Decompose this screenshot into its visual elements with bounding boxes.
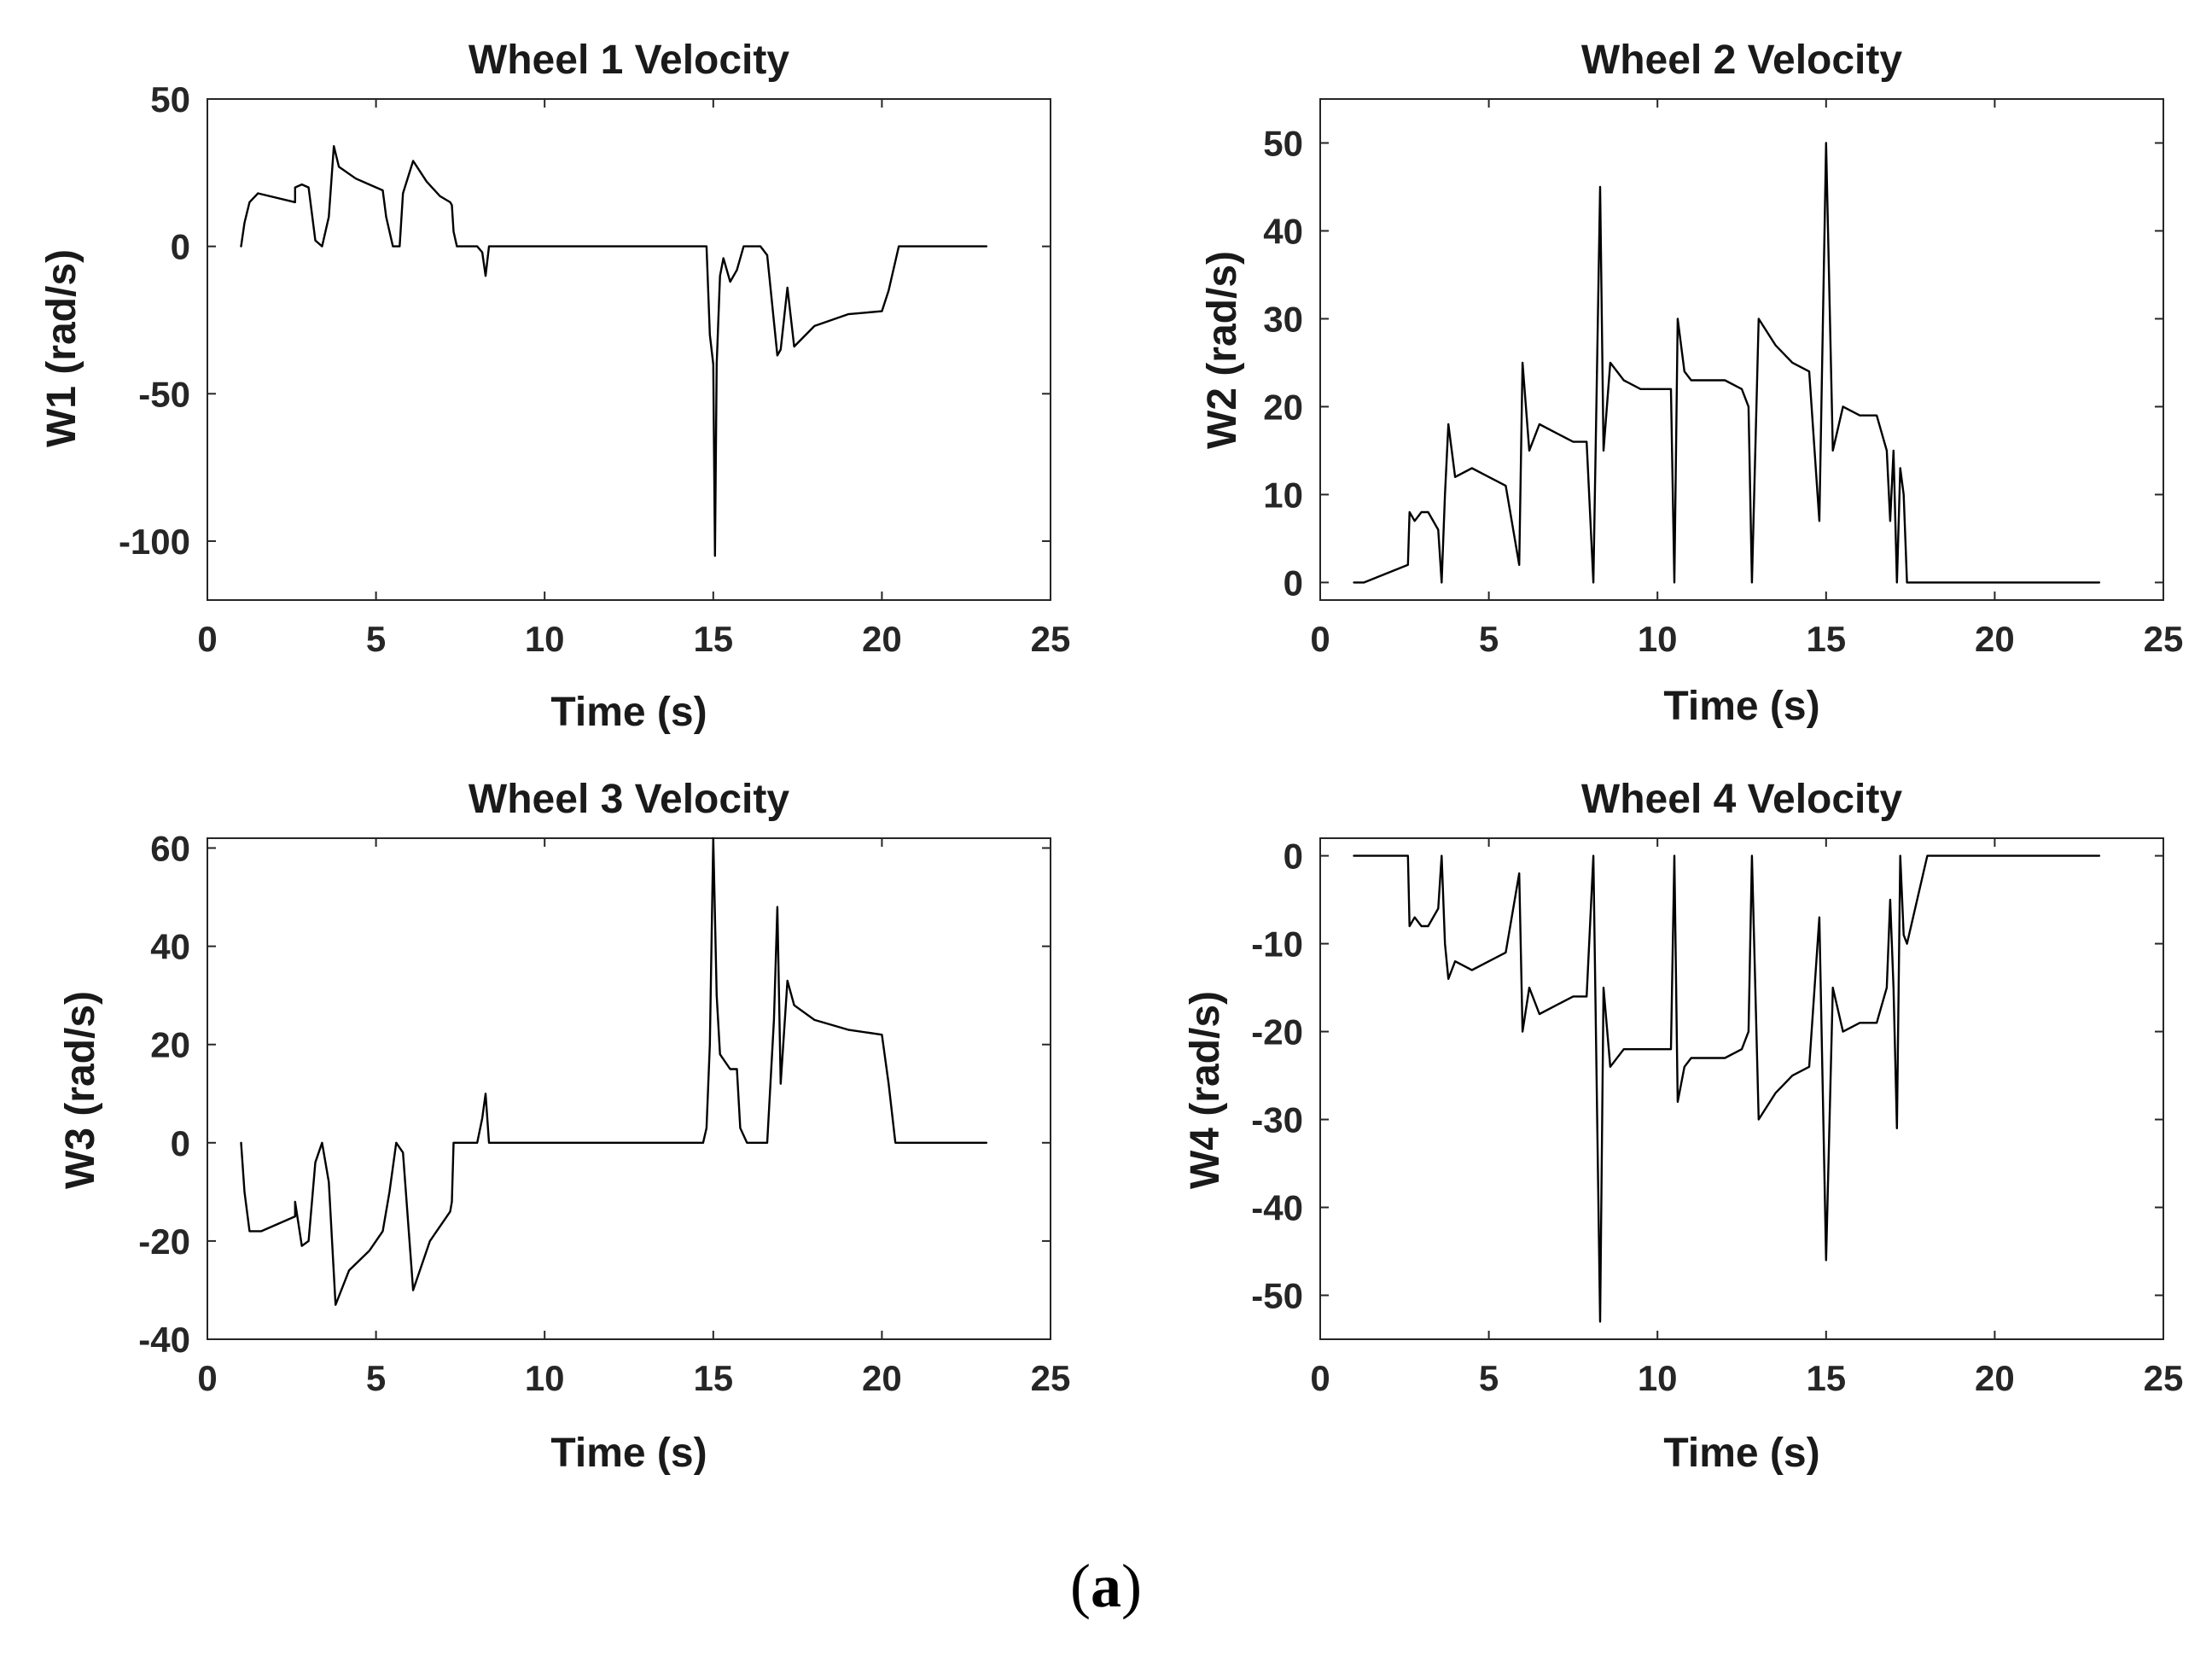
wheel-3-velocity-panel: Wheel 3 Velocity Time (s) W3 (rad/s) 0 5 1… [58, 777, 1070, 1476]
series-line-w4 [1353, 854, 2101, 1323]
y-tick-label: 50 [150, 79, 190, 120]
y-tick-label: -20 [138, 1221, 190, 1262]
y-tick-label: 40 [1263, 211, 1303, 251]
x-axis-label: Time (s) [1663, 1431, 1819, 1476]
y-tick-label: 50 [1263, 123, 1303, 163]
x-tick-label: 10 [1638, 619, 1678, 659]
x-tick-label: 10 [1638, 1358, 1678, 1398]
x-tick-label: 5 [1479, 619, 1499, 659]
series-line-w1 [240, 144, 988, 557]
plot-area-frame [1319, 98, 2164, 601]
chart-title: Wheel 1 Velocity [469, 38, 789, 83]
x-axis-label: Time (s) [550, 690, 707, 735]
x-tick-label: 15 [693, 1358, 733, 1398]
y-tick-label: -40 [1251, 1188, 1303, 1228]
wheel-1-velocity-panel: Wheel 1 Velocity Time (s) W1 (rad/s) 0 5 1… [39, 38, 1070, 735]
y-tick-label: -50 [1251, 1276, 1303, 1316]
x-tick-label: 25 [1031, 619, 1071, 659]
y-tick-label: 0 [171, 227, 190, 267]
y-tick-label: 30 [1263, 299, 1303, 339]
x-axis-label: Time (s) [1663, 684, 1819, 729]
x-tick-label: 0 [197, 619, 217, 659]
figure-caption: (a) [1070, 1552, 1142, 1620]
caption-close-paren: ) [1121, 1552, 1142, 1620]
y-tick-label: 60 [150, 829, 190, 869]
caption-letter: a [1091, 1552, 1121, 1620]
x-tick-label: 10 [525, 1358, 565, 1398]
y-tick-label: 0 [171, 1123, 190, 1163]
y-tick-label: -20 [1251, 1012, 1303, 1052]
series-line-w2 [1353, 142, 2101, 584]
x-tick-label: 25 [2144, 619, 2184, 659]
y-tick-label: -40 [138, 1320, 190, 1360]
y-axis-label: W3 (rad/s) [58, 991, 103, 1189]
x-tick-label: 15 [693, 619, 733, 659]
x-tick-label: 20 [862, 1358, 902, 1398]
chart-title: Wheel 2 Velocity [1581, 38, 1902, 83]
x-tick-label: 20 [1975, 1358, 2015, 1398]
y-tick-label: 0 [1284, 836, 1303, 877]
chart-title: Wheel 4 Velocity [1581, 777, 1902, 822]
y-tick-label: -100 [119, 522, 190, 562]
x-tick-label: 20 [1975, 619, 2015, 659]
x-tick-label: 25 [2144, 1358, 2184, 1398]
x-tick-label: 10 [525, 619, 565, 659]
x-tick-label: 0 [197, 1358, 217, 1398]
x-axis-label: Time (s) [550, 1431, 707, 1476]
y-tick-label: 40 [150, 927, 190, 967]
y-tick-label: 20 [1263, 387, 1303, 427]
wheel-4-velocity-panel: Wheel 4 Velocity Time (s) W4 (rad/s) 0 5 1… [1183, 777, 2183, 1476]
x-tick-label: 25 [1031, 1358, 1071, 1398]
y-tick-label: -50 [138, 374, 190, 414]
x-tick-label: 5 [1479, 1358, 1499, 1398]
caption-open-paren: ( [1070, 1552, 1091, 1620]
x-tick-label: 5 [366, 619, 386, 659]
y-axis-label: W4 (rad/s) [1183, 991, 1228, 1189]
x-tick-label: 15 [1806, 1358, 1846, 1398]
y-tick-label: -10 [1251, 924, 1303, 965]
y-axis-label: W2 (rad/s) [1200, 251, 1245, 449]
x-tick-label: 5 [366, 1358, 386, 1398]
y-tick-label: 10 [1263, 475, 1303, 515]
x-tick-label: 0 [1310, 1358, 1330, 1398]
y-axis-label: W1 (rad/s) [39, 249, 84, 447]
plot-area-frame [207, 98, 1051, 601]
plot-area-frame [207, 837, 1051, 1340]
wheel-2-velocity-panel: Wheel 2 Velocity Time (s) W2 (rad/s) 0 5 1… [1200, 38, 2183, 729]
y-tick-label: 0 [1284, 563, 1303, 603]
x-tick-label: 15 [1806, 619, 1846, 659]
chart-title: Wheel 3 Velocity [469, 777, 789, 822]
x-tick-label: 0 [1310, 619, 1330, 659]
plot-area-frame [1319, 837, 2164, 1340]
series-line-w3 [240, 836, 988, 1306]
y-tick-label: -30 [1251, 1100, 1303, 1140]
y-tick-label: 20 [150, 1025, 190, 1065]
x-tick-label: 20 [862, 619, 902, 659]
